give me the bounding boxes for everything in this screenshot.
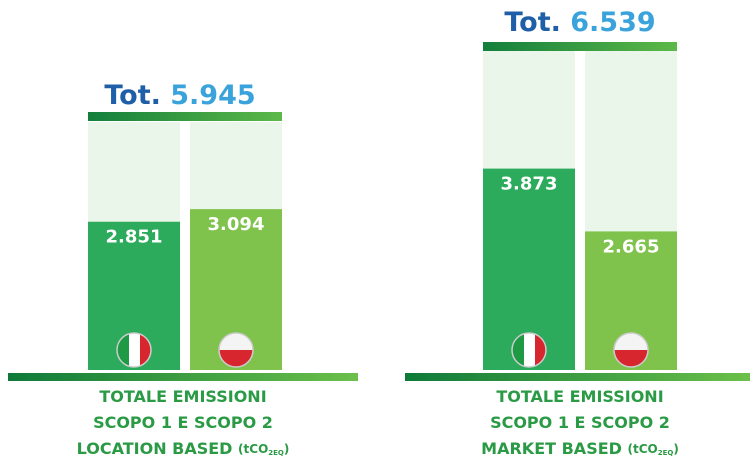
total-value: 5.945 [170, 80, 255, 111]
total-band [483, 42, 677, 51]
flag-body [614, 333, 648, 367]
flag-rim [218, 332, 254, 368]
flag-rim [116, 332, 152, 368]
stripe [535, 333, 546, 367]
flag-poland [613, 332, 649, 368]
flag-rim [511, 332, 547, 368]
flag-poland [218, 332, 254, 368]
stripe [219, 350, 253, 367]
unit-sub: 2EQ [658, 449, 674, 457]
stripe [129, 333, 140, 367]
ground-line [8, 373, 358, 381]
unit: (tCO [628, 442, 658, 456]
total-value: 6.539 [570, 7, 655, 38]
caption-text: MARKET BASED [481, 439, 622, 458]
total-space [561, 7, 570, 38]
stripe [524, 333, 535, 367]
flag-body [219, 333, 253, 367]
total-band [88, 112, 282, 121]
stripe [219, 333, 253, 350]
caption-text: SCOPO 1 E SCOPO 2 [93, 413, 273, 432]
unit: (tCO [238, 442, 268, 456]
flag-italy [511, 332, 547, 368]
ground-line [405, 373, 750, 381]
caption-line: MARKET BASED (tCO2EQ) [481, 439, 679, 458]
unit-close: ) [673, 442, 678, 456]
total-word: Tot. [104, 80, 161, 111]
caption-line: TOTALE EMISSIONI [99, 387, 266, 406]
unit-close: ) [284, 442, 289, 456]
caption-text: TOTALE EMISSIONI [496, 387, 663, 406]
caption-text: TOTALE EMISSIONI [99, 387, 266, 406]
value-label: 2.851 [106, 227, 163, 248]
value-label: 2.665 [603, 236, 660, 257]
caption-line: SCOPO 1 E SCOPO 2 [93, 413, 273, 432]
caption-text: LOCATION BASED [77, 439, 233, 458]
total-word: Tot. [504, 7, 561, 38]
flag-rim [613, 332, 649, 368]
stripe [140, 333, 151, 367]
unit-sub: 2EQ [268, 449, 284, 457]
caption-line: SCOPO 1 E SCOPO 2 [490, 413, 670, 432]
stripe [614, 333, 648, 350]
caption-line: LOCATION BASED (tCO2EQ) [77, 439, 290, 458]
total-space [161, 80, 170, 111]
total-title: Tot. 5.945 [104, 80, 255, 111]
flag-italy [116, 332, 152, 368]
total-title: Tot. 6.539 [504, 7, 655, 38]
stripe [614, 350, 648, 367]
caption-text: SCOPO 1 E SCOPO 2 [490, 413, 670, 432]
value-label: 3.873 [501, 174, 558, 195]
caption-line: TOTALE EMISSIONI [496, 387, 663, 406]
value-label: 3.094 [208, 214, 265, 235]
